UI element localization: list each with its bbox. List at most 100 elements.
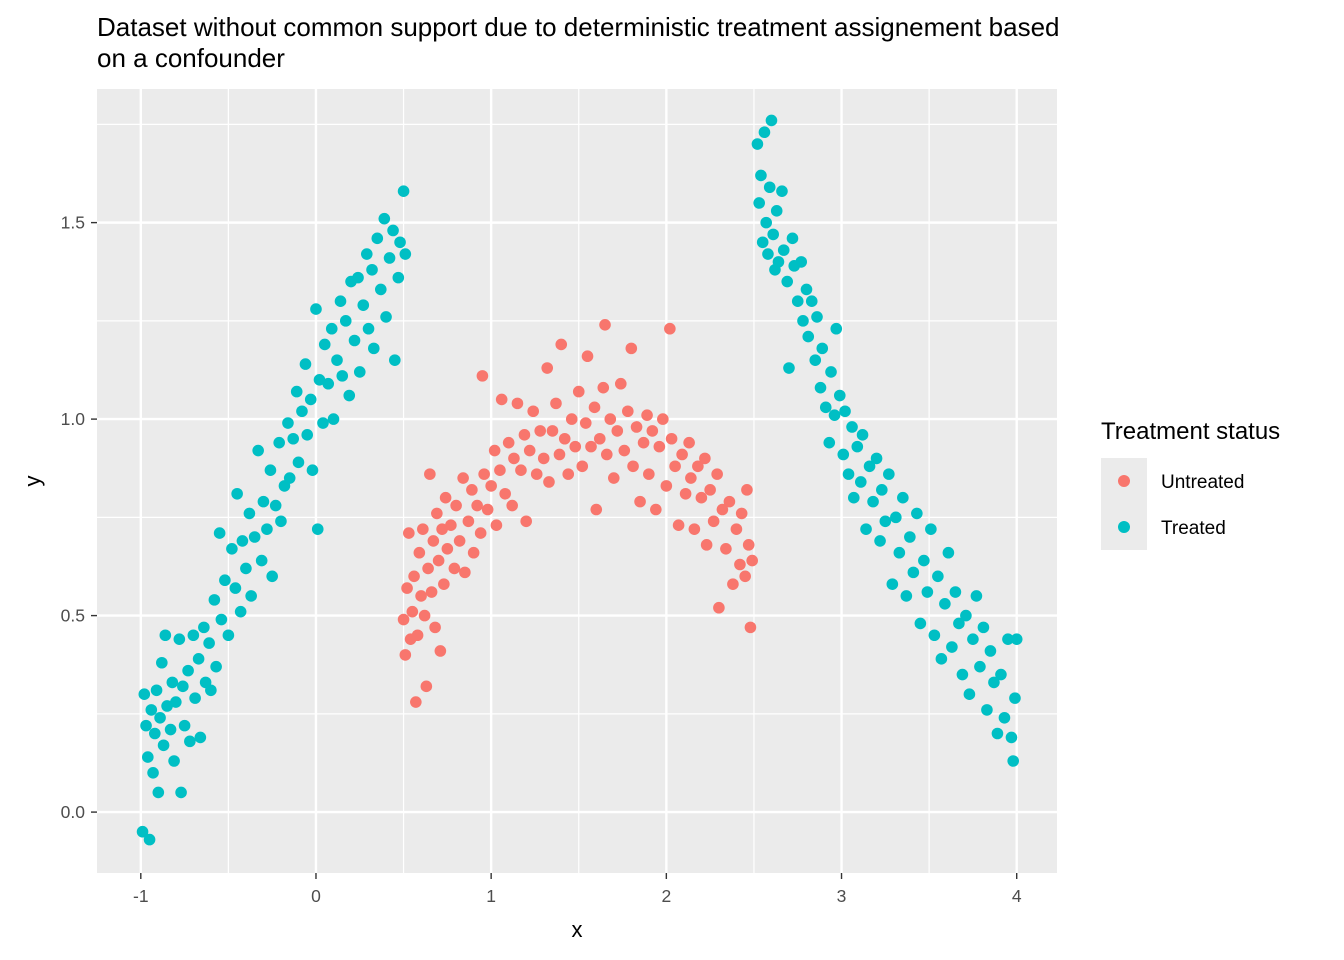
- legend: Treatment status Untreated Treated: [1101, 418, 1280, 550]
- point-untreated-97: [664, 322, 676, 335]
- point-treated-102: [753, 197, 765, 209]
- point-untreated-11: [417, 523, 429, 535]
- point-treated-40: [229, 582, 242, 594]
- point-untreated-58: [541, 362, 554, 374]
- point-untreated-96: [660, 480, 673, 492]
- point-treated-80: [343, 389, 356, 402]
- legend-key-untreated: [1118, 475, 1130, 487]
- point-untreated-30: [457, 472, 469, 484]
- point-untreated-54: [527, 405, 540, 418]
- point-untreated-114: [716, 503, 729, 516]
- point-treated-175: [967, 633, 979, 645]
- point-untreated-57: [537, 452, 550, 465]
- point-treated-6: [147, 766, 159, 779]
- point-treated-55: [273, 436, 285, 449]
- point-treated-121: [795, 256, 808, 268]
- point-treated-128: [814, 381, 827, 394]
- point-treated-64: [299, 358, 312, 370]
- point-untreated-5: [406, 605, 419, 618]
- point-treated-98: [394, 236, 406, 249]
- point-treated-160: [914, 617, 927, 630]
- point-untreated-125: [746, 554, 758, 567]
- point-untreated-26: [445, 519, 457, 532]
- point-untreated-106: [692, 460, 704, 473]
- point-treated-176: [970, 590, 983, 602]
- point-treated-110: [767, 228, 780, 241]
- point-untreated-83: [618, 444, 631, 457]
- point-untreated-98: [665, 432, 678, 445]
- point-untreated-3: [403, 527, 415, 539]
- point-untreated-33: [466, 484, 478, 496]
- point-untreated-111: [707, 515, 720, 528]
- point-untreated-50: [515, 464, 527, 476]
- point-treated-88: [366, 263, 378, 276]
- point-untreated-123: [742, 539, 755, 551]
- point-treated-165: [932, 570, 944, 583]
- legend-key-treated: [1118, 521, 1130, 533]
- point-treated-162: [921, 586, 934, 598]
- point-untreated-52: [520, 515, 532, 528]
- point-untreated-14: [422, 562, 434, 575]
- point-treated-172: [956, 668, 969, 681]
- point-untreated-116: [723, 495, 736, 508]
- point-treated-177: [974, 660, 986, 673]
- point-untreated-35: [471, 499, 483, 512]
- point-untreated-19: [431, 507, 443, 520]
- point-treated-9: [152, 786, 165, 799]
- point-untreated-1: [399, 649, 412, 661]
- point-treated-21: [177, 680, 189, 693]
- point-treated-137: [839, 405, 851, 418]
- point-untreated-115: [720, 542, 732, 555]
- point-untreated-67: [569, 440, 582, 453]
- point-treated-76: [331, 354, 343, 366]
- point-untreated-120: [735, 507, 748, 520]
- point-treated-73: [322, 377, 335, 390]
- point-untreated-90: [641, 409, 653, 421]
- point-treated-138: [842, 468, 855, 480]
- point-untreated-18: [429, 621, 441, 634]
- point-treated-161: [918, 554, 930, 567]
- y-axis: 0.0 0.5 1.0 1.5: [61, 213, 97, 822]
- point-treated-86: [360, 248, 373, 260]
- point-treated-7: [149, 727, 161, 740]
- point-treated-151: [883, 468, 895, 480]
- point-untreated-124: [744, 621, 757, 634]
- point-treated-0: [136, 825, 149, 838]
- point-treated-158: [907, 566, 920, 579]
- point-treated-60: [287, 432, 300, 445]
- point-treated-66: [304, 393, 317, 406]
- point-treated-94: [383, 252, 396, 264]
- point-untreated-100: [672, 519, 685, 532]
- point-treated-122: [797, 315, 809, 327]
- chart-title-line-2: on a confounder: [97, 43, 285, 73]
- point-treated-68: [310, 303, 322, 315]
- point-treated-42: [234, 605, 247, 618]
- x-tick-label-3: 2: [661, 886, 671, 906]
- point-untreated-6: [408, 570, 420, 583]
- point-treated-127: [811, 311, 823, 323]
- point-treated-134: [830, 322, 843, 335]
- point-treated-58: [282, 417, 294, 429]
- point-treated-150: [879, 515, 892, 528]
- point-untreated-59: [543, 476, 555, 488]
- point-treated-18: [170, 696, 182, 708]
- point-untreated-82: [614, 377, 627, 390]
- point-treated-173: [960, 609, 972, 622]
- point-untreated-38: [478, 468, 490, 480]
- point-untreated-77: [599, 318, 611, 331]
- point-untreated-70: [579, 417, 592, 429]
- point-untreated-25: [441, 542, 454, 555]
- point-untreated-102: [679, 487, 692, 500]
- point-treated-159: [911, 507, 923, 520]
- point-untreated-80: [607, 472, 620, 484]
- point-untreated-7: [410, 696, 422, 708]
- point-untreated-27: [448, 562, 461, 575]
- point-treated-33: [208, 594, 221, 606]
- y-tick-label-1: 0.5: [61, 606, 85, 626]
- point-untreated-45: [499, 487, 511, 500]
- point-treated-26: [189, 692, 201, 704]
- point-untreated-76: [597, 381, 610, 394]
- point-untreated-73: [588, 401, 601, 414]
- point-treated-56: [275, 515, 287, 528]
- point-treated-72: [318, 338, 331, 351]
